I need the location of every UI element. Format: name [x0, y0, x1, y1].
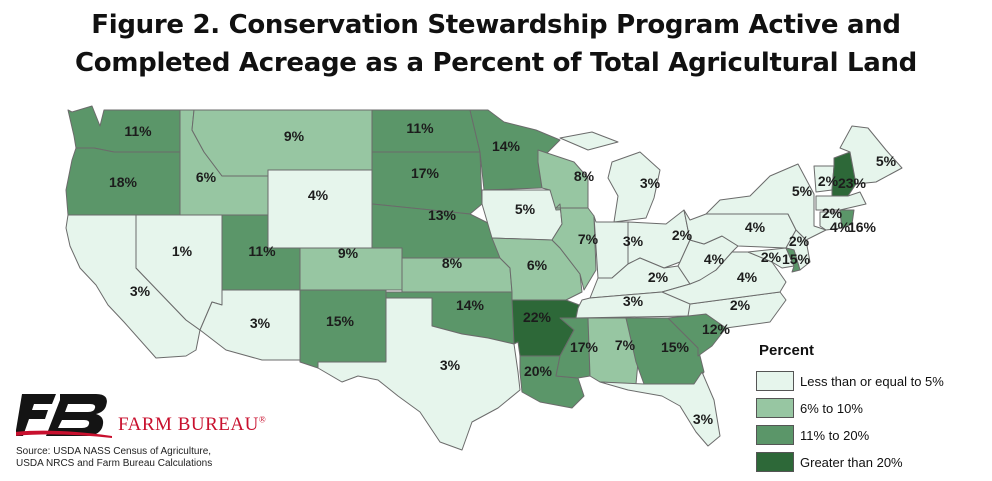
source-line-2: USDA NRCS and Farm Bureau Calculations — [16, 458, 213, 469]
legend-label-top: Greater than 20% — [800, 454, 903, 470]
state-value-label-al: 7% — [615, 337, 636, 353]
state-value-label-ma: 2% — [822, 205, 843, 221]
state-nm — [299, 289, 387, 369]
state-tx — [317, 297, 521, 451]
state-value-label-co: 9% — [338, 245, 359, 261]
state-value-label-ms: 17% — [570, 339, 599, 355]
title-line-1: Figure 2. Conservation Stewardship Progr… — [91, 10, 901, 40]
state-value-label-nc: 2% — [730, 297, 751, 313]
state-value-label-id: 6% — [196, 169, 217, 185]
state-mt — [191, 109, 373, 177]
state-value-label-ut: 11% — [248, 243, 276, 259]
legend-label-low: Less than or equal to 5% — [800, 373, 944, 389]
state-value-label-fl: 3% — [693, 411, 714, 427]
state-value-label-mo: 6% — [527, 257, 548, 273]
state-value-label-az: 3% — [250, 315, 271, 331]
legend-swatch-mid — [756, 398, 794, 418]
state-value-label-ok: 14% — [456, 297, 485, 313]
state-value-label-pa: 4% — [745, 219, 766, 235]
state-value-label-md: 2% — [761, 249, 782, 265]
state-value-label-va: 4% — [737, 269, 758, 285]
state-mi — [559, 131, 661, 223]
state-value-label-or: 18% — [109, 174, 138, 190]
state-value-label-wv: 4% — [704, 251, 725, 267]
state-value-label-vt: 2% — [818, 173, 839, 189]
state-pa — [683, 209, 797, 249]
state-value-label-ia: 5% — [515, 201, 536, 217]
state-value-label-ca: 3% — [130, 283, 151, 299]
state-value-label-nh: 23% — [838, 175, 867, 191]
farm-bureau-wordmark: FARM BUREAU® — [118, 414, 266, 436]
state-value-label-me: 5% — [876, 153, 897, 169]
state-value-label-la: 20% — [524, 363, 553, 379]
legend-swatch-low — [756, 371, 794, 391]
state-mn — [469, 109, 561, 191]
state-value-label-ks: 8% — [442, 255, 463, 271]
state-value-label-ri: 16% — [848, 219, 877, 235]
source-note: Source: USDA NASS Census of Agriculture,… — [16, 446, 212, 470]
state-value-label-sc: 12% — [702, 321, 731, 337]
state-value-label-sd: 17% — [411, 165, 440, 181]
state-ny — [705, 163, 827, 241]
state-value-label-ny: 5% — [792, 183, 813, 199]
legend-title: Percent — [759, 342, 815, 359]
farm-bureau-logo-icon — [16, 394, 112, 438]
state-value-label-in: 3% — [623, 233, 644, 249]
state-value-label-ga: 15% — [661, 339, 690, 355]
legend-item-high: 11% to 20% — [756, 423, 976, 447]
legend-swatch-top — [756, 452, 794, 472]
registered-mark: ® — [258, 414, 267, 425]
state-value-label-ky: 2% — [648, 269, 669, 285]
state-value-label-ct: 4% — [830, 219, 851, 235]
state-wi — [537, 149, 589, 211]
brand-name: FARM BUREAU — [118, 414, 259, 435]
state-value-label-nd: 11% — [406, 120, 434, 136]
title-line-2: Completed Acreage as a Percent of Total … — [75, 48, 917, 78]
state-value-label-mn: 14% — [492, 138, 521, 154]
state-il — [551, 203, 597, 291]
state-value-label-nv: 1% — [172, 243, 193, 259]
state-wy — [267, 169, 373, 249]
state-md — [747, 247, 795, 269]
map-legend: Percent Less than or equal to 5% 6% to 1… — [756, 342, 976, 477]
state-ma — [815, 191, 867, 211]
state-value-label-mt: 9% — [284, 128, 305, 144]
state-fl — [599, 371, 721, 447]
state-ri — [839, 209, 855, 229]
legend-item-top: Greater than 20% — [756, 450, 976, 474]
state-value-label-ar: 22% — [523, 309, 552, 325]
state-value-label-ne: 13% — [428, 207, 457, 223]
state-ct — [819, 211, 843, 231]
state-value-label-wa: 11% — [124, 123, 152, 139]
state-value-label-tn: 3% — [623, 293, 644, 309]
legend-label-mid: 6% to 10% — [800, 400, 863, 416]
state-value-label-wi: 8% — [574, 168, 595, 184]
state-value-label-il: 7% — [578, 231, 599, 247]
state-me — [839, 125, 903, 185]
legend-label-high: 11% to 20% — [800, 427, 870, 443]
legend-swatch-high — [756, 425, 794, 445]
state-value-label-oh: 2% — [672, 227, 693, 243]
state-de — [785, 247, 801, 273]
state-value-label-nj: 2% — [789, 233, 810, 249]
state-sd — [371, 151, 483, 215]
state-value-label-de: 15% — [782, 251, 811, 267]
state-value-label-wy: 4% — [308, 187, 329, 203]
figure-title: Figure 2. Conservation Stewardship Progr… — [0, 6, 992, 82]
state-value-label-tx: 3% — [440, 357, 461, 373]
legend-item-mid: 6% to 10% — [756, 396, 976, 420]
source-line-1: Source: USDA NASS Census of Agriculture, — [16, 446, 212, 457]
state-value-label-nm: 15% — [326, 313, 355, 329]
legend-item-low: Less than or equal to 5% — [756, 369, 976, 393]
state-value-label-mi: 3% — [640, 175, 661, 191]
